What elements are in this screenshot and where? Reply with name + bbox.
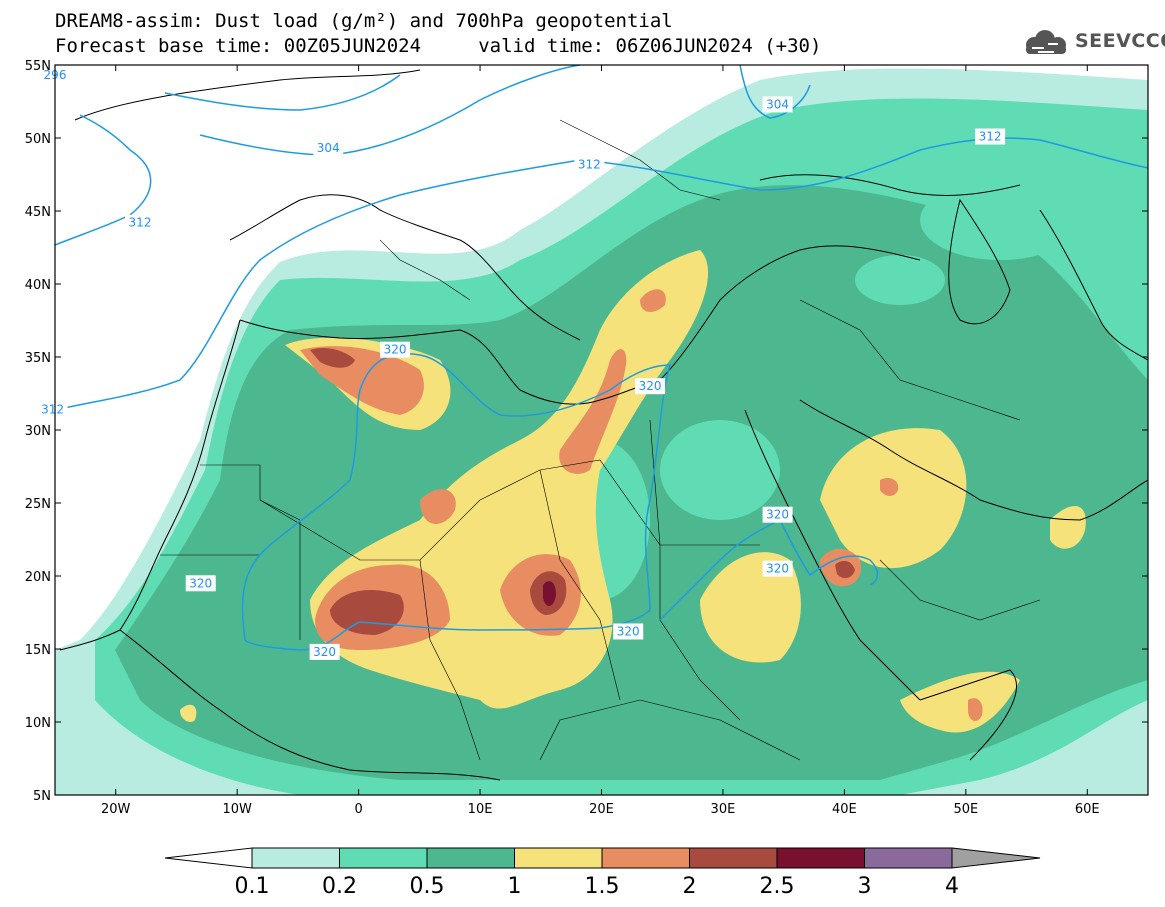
- contour-label: 304: [317, 141, 340, 155]
- contour-320: [241, 353, 671, 651]
- colorbar-label: 0.2: [322, 874, 357, 899]
- contour-label-bg: [185, 575, 216, 592]
- colorbar-segment: [864, 847, 953, 869]
- contour-label: 312: [41, 403, 64, 417]
- lat-tick-label: 5N: [33, 789, 51, 804]
- contour-label-bg: [313, 140, 344, 157]
- contour-320-east: [659, 518, 879, 621]
- colorbar-label: 1: [508, 874, 522, 899]
- contour-label-bg: [975, 128, 1006, 145]
- contour-label-bg: [309, 643, 340, 660]
- colorbar-min-arrow: [164, 847, 253, 869]
- contour-label-bg: [125, 214, 156, 231]
- contour-label-bg: [613, 623, 644, 640]
- lat-tick-label: 50N: [25, 132, 51, 147]
- lat-tick-label: 20N: [25, 570, 51, 585]
- colorbar-label: 0.5: [410, 874, 445, 899]
- axis-ticks: 20W 10W 0 10E 20E 30E 40E 50E 60E 55N 50N 45N 40N 35N…: [25, 59, 1148, 817]
- lon-tick-label: 20E: [589, 802, 614, 817]
- contour-label: 320: [189, 576, 212, 590]
- lon-tick-label: 20W: [101, 802, 131, 817]
- colorbar-segment: [426, 847, 515, 869]
- map-title: DREAM8-assim: Dust load (g/m²) and 700hP…: [55, 10, 673, 32]
- colorbar-label: 2: [683, 874, 697, 899]
- contour-304-east: [739, 65, 811, 119]
- lon-tick-label: 30E: [711, 802, 736, 817]
- colorbar-segment: [251, 847, 340, 869]
- contour-label: 312: [129, 216, 152, 230]
- lat-tick-label: 10N: [25, 716, 51, 731]
- colorbar-segment: [601, 847, 690, 869]
- dust-band-2: [310, 348, 355, 368]
- colorbar-max-arrow: [951, 847, 1041, 869]
- dust-band-2.5: [543, 581, 556, 606]
- cloud-icon: [1026, 30, 1066, 54]
- contour-label: 320: [313, 645, 336, 659]
- lon-tick-label: 60E: [1075, 802, 1100, 817]
- lat-tick-label: 55N: [25, 59, 51, 74]
- colorbar-label: 4: [945, 874, 959, 899]
- contour-304: [199, 65, 581, 156]
- lat-tick-label: 35N: [25, 351, 51, 366]
- colorbar-segment: [689, 847, 778, 869]
- logo-text: SEEVCCC: [1075, 30, 1165, 52]
- lat-tick-label: 45N: [25, 205, 51, 220]
- colorbar-label: 3: [858, 874, 872, 899]
- borders: [160, 119, 1041, 761]
- colorbar-segment: [514, 847, 603, 869]
- map-subtitle: Forecast base time: 00Z05JUN2024 valid t…: [55, 35, 822, 57]
- coastlines: [59, 69, 1148, 781]
- colorbar-segment: [339, 847, 428, 869]
- contour-label-bg: [762, 96, 793, 113]
- colorbar-label: 1.5: [585, 874, 620, 899]
- contour-label: 312: [979, 130, 1002, 144]
- contour-label-bg: [380, 341, 411, 358]
- contour-label: 320: [766, 562, 789, 576]
- lon-tick-label: 10E: [468, 802, 493, 817]
- contour-label: 320: [384, 343, 407, 357]
- lon-tick-label: 0: [354, 802, 362, 817]
- contour-label: 304: [766, 97, 789, 111]
- lat-tick-label: 30N: [25, 424, 51, 439]
- contour-296: [164, 74, 401, 111]
- dust-field: [55, 65, 1148, 795]
- contour-label: 320: [766, 508, 789, 522]
- contour-label-bg: [762, 560, 793, 577]
- contour-labels: 2963043123123043123123203203203203203203…: [37, 67, 1006, 660]
- lat-tick-label: 15N: [25, 643, 51, 658]
- contour-label-bg: [762, 506, 793, 523]
- contour-label-bg: [37, 401, 68, 418]
- lon-tick-label: 10W: [222, 802, 252, 817]
- lon-tick-label: 50E: [953, 802, 978, 817]
- contour-label-bg: [635, 378, 666, 395]
- lon-tick-label: 40E: [832, 802, 857, 817]
- contour-312-north: [55, 114, 152, 246]
- colorbar: 0.1 0.2 0.5 1 1.5 2 2.5 3 4: [164, 847, 1041, 899]
- contour-label: 320: [639, 379, 662, 393]
- colorbar-segment: [776, 847, 865, 869]
- contour-label: 320: [617, 624, 640, 638]
- lat-tick-label: 40N: [25, 278, 51, 293]
- lat-tick-label: 25N: [25, 497, 51, 512]
- colorbar-label: 2.5: [760, 874, 795, 899]
- contour-label-bg: [574, 156, 605, 173]
- contour-label: 312: [578, 157, 601, 171]
- colorbar-label: 0.1: [235, 874, 270, 899]
